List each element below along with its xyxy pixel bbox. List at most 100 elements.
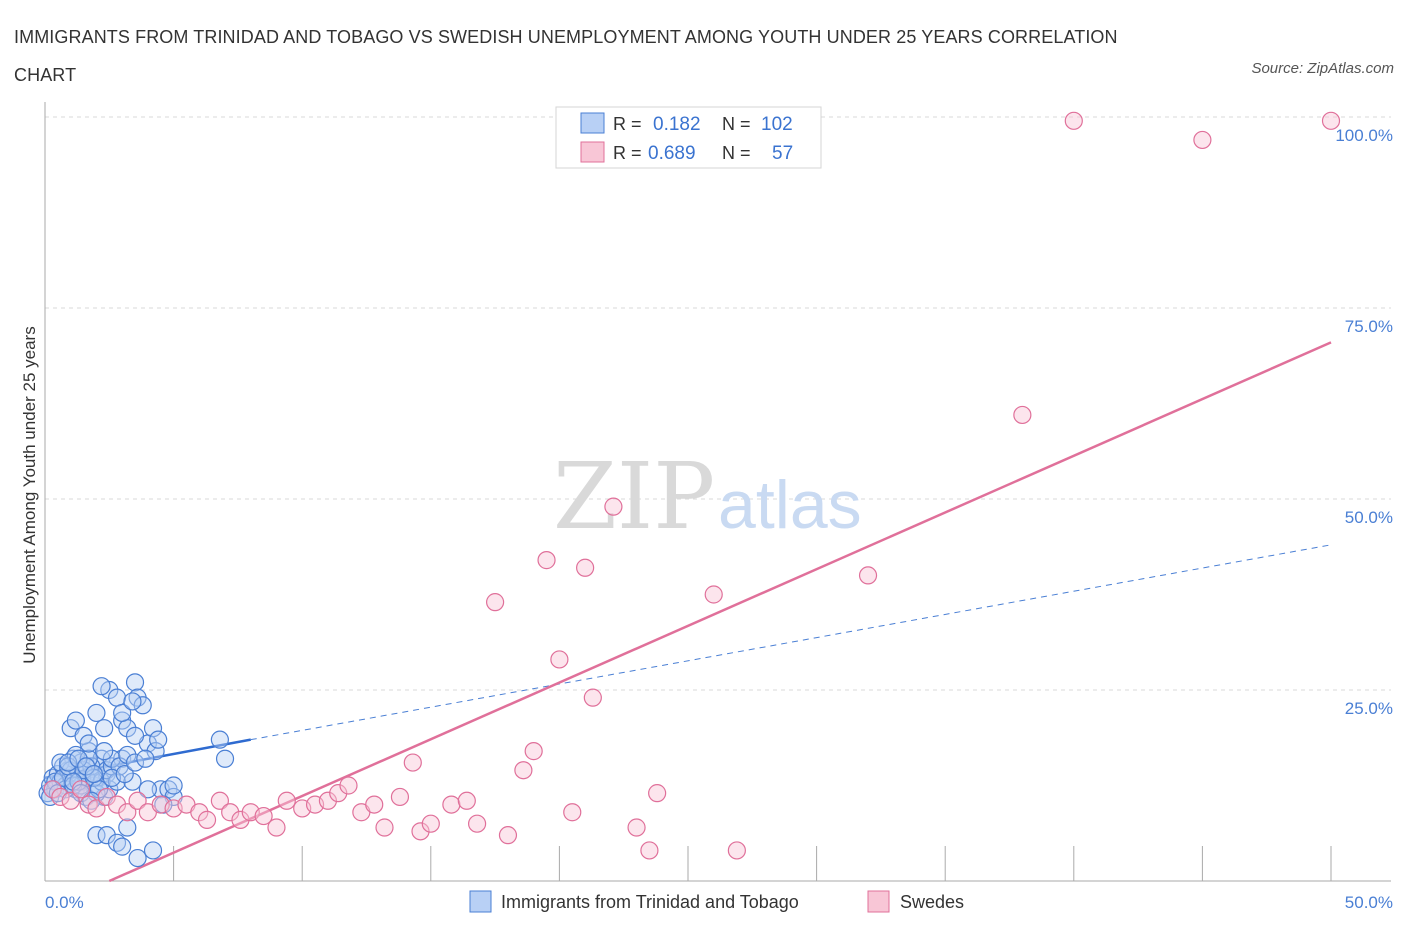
legend-n-value-0: 102: [761, 114, 793, 135]
source-label: Source: ZipAtlas.com: [1251, 60, 1394, 77]
trinidad-point-60: [125, 673, 145, 692]
swedes-point-53: [858, 566, 878, 585]
legend-n-value-1: 57: [772, 143, 793, 164]
trinidad-point-93: [115, 764, 134, 784]
legend-n-label-1: N =: [722, 143, 751, 163]
trinidad-point-77: [87, 826, 106, 845]
trinidad-point-90: [84, 764, 103, 784]
trend-line-blue-dashed: [250, 544, 1332, 741]
trinidad-point-86: [164, 776, 183, 795]
y-tick-label-2: 75.0%: [1345, 317, 1393, 336]
swedes-point-16: [210, 791, 229, 810]
swedes-point-31: [390, 787, 410, 807]
y-tick-label-1: 50.0%: [1345, 508, 1393, 527]
tick-labels: 25.0% 50.0% 75.0% 100.0% 0.0% 50.0%: [45, 126, 1393, 912]
trinidad-point-73: [102, 749, 121, 768]
swedes-point-20: [254, 806, 273, 826]
trinidad-point-53: [79, 734, 98, 753]
legend-label-series-pink: Swedes: [900, 892, 964, 912]
trinidad-point-87: [59, 753, 78, 772]
legend-swatch-series-blue: [469, 890, 492, 913]
trinidad-point-72: [92, 677, 111, 696]
swedes-point-15: [197, 810, 217, 829]
trinidad-point-96: [149, 730, 168, 749]
y-tick-label-0: 25.0%: [1345, 699, 1393, 718]
axes: [44, 102, 1391, 882]
x-tick-label-0: 0.0%: [45, 893, 84, 912]
swedes-point-32: [403, 753, 422, 772]
swedes-point-6: [97, 787, 116, 807]
swedes-point-45: [576, 558, 595, 577]
swedes-point-22: [277, 791, 296, 810]
swedes-point-27: [339, 776, 358, 795]
swedes-point-40: [514, 761, 533, 780]
legend-swatch-blue: [580, 112, 605, 134]
swedes-point-39: [498, 826, 518, 845]
swedes-point-25: [318, 791, 338, 810]
trinidad-point-78: [97, 826, 116, 845]
swedes-point-42: [537, 551, 556, 570]
legend-label-series-blue: Immigrants from Trinidad and Tobago: [501, 892, 799, 912]
swedes-point-2: [61, 791, 80, 810]
watermark-zip: ZIP: [553, 443, 715, 550]
swedes-point-7: [107, 795, 127, 814]
trinidad-point-51: [66, 711, 85, 730]
trinidad-point-75: [118, 745, 137, 765]
swedes-point-3: [71, 780, 91, 799]
swedes-point-55: [1064, 111, 1083, 130]
trinidad-point-64: [143, 719, 163, 738]
swedes-point-34: [421, 814, 440, 833]
swedes-point-17: [221, 803, 240, 822]
swedes-point-41: [524, 742, 543, 761]
trinidad-point-57: [107, 688, 127, 707]
trinidad-point-89: [77, 757, 96, 776]
swedes-point-50: [640, 841, 659, 860]
trinidad-point-91: [95, 742, 114, 761]
series-blue-points: [38, 673, 235, 868]
legend-n-label-0: N =: [722, 114, 751, 134]
trinidad-point-69: [113, 703, 132, 723]
trinidad-point-54: [87, 703, 106, 723]
swedes-point-14: [190, 803, 209, 822]
trinidad-point-84: [138, 780, 157, 799]
watermark-atlas: atlas: [718, 467, 862, 543]
y-tick-label-3: 100.0%: [1335, 126, 1393, 145]
trinidad-point-62: [133, 696, 152, 715]
legend-swatch-series-pink: [867, 890, 890, 913]
swedes-point-1: [51, 787, 70, 807]
swedes-point-26: [329, 784, 348, 803]
swedes-point-46: [583, 688, 602, 707]
trend-line-pink: [108, 341, 1332, 883]
swedes-point-43: [550, 650, 569, 669]
swedes-point-38: [486, 593, 505, 612]
trinidad-point-94: [125, 753, 145, 772]
trinidad-point-70: [123, 692, 142, 711]
trinidad-point-71: [125, 726, 145, 745]
swedes-point-33: [411, 822, 430, 841]
swedes-point-54: [1013, 405, 1032, 425]
swedes-point-21: [267, 818, 286, 837]
trinidad-point-82: [128, 848, 147, 868]
trinidad-point-97: [210, 730, 229, 749]
trinidad-point-65: [146, 742, 165, 761]
y-axis-title: Unemployment Among Youth under 25 years: [20, 326, 39, 663]
swedes-point-36: [457, 791, 476, 810]
swedes-point-49: [648, 784, 667, 803]
legend-r-value-1: 0.689: [648, 143, 696, 164]
swedes-point-44: [563, 803, 582, 822]
swedes-point-5: [87, 799, 106, 818]
swedes-point-48: [627, 818, 646, 837]
legend-swatch-pink: [580, 141, 605, 163]
series-legend: Immigrants from Trinidad and Tobago Swed…: [469, 890, 964, 913]
swedes-point-57: [1193, 130, 1212, 150]
series-pink-points: [43, 111, 1341, 860]
swedes-point-56: [1321, 111, 1341, 130]
swedes-point-8: [118, 803, 137, 822]
trinidad-point-98: [215, 749, 235, 768]
swedes-point-47: [604, 497, 623, 516]
swedes-point-35: [442, 795, 461, 814]
trinidad-point-76: [123, 772, 142, 791]
trinidad-point-88: [69, 749, 88, 768]
trinidad-point-80: [118, 818, 137, 837]
